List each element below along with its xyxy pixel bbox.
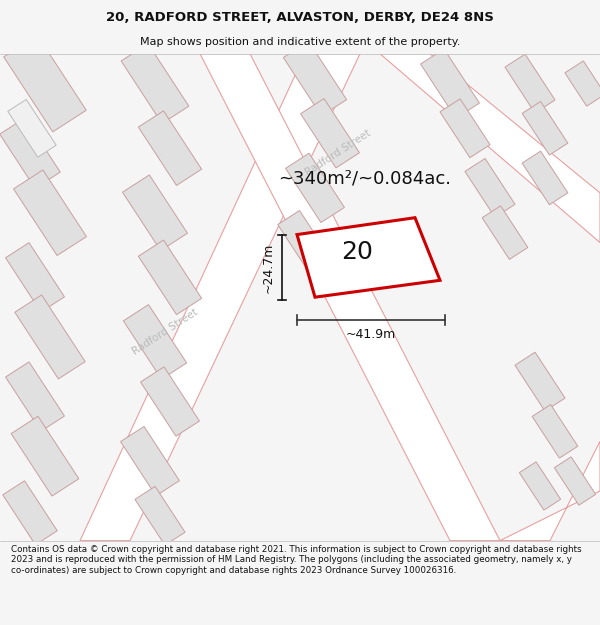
Polygon shape [4,35,86,132]
Polygon shape [515,352,565,411]
Polygon shape [122,175,187,251]
Text: ~41.9m: ~41.9m [346,328,396,341]
Polygon shape [15,295,85,379]
Text: Radford Street: Radford Street [304,128,373,178]
Polygon shape [522,151,568,205]
Polygon shape [200,54,500,541]
Text: Radford Street: Radford Street [130,307,200,357]
Polygon shape [520,462,560,510]
Text: ~340m²/~0.084ac.: ~340m²/~0.084ac. [278,170,452,188]
Polygon shape [135,486,185,545]
Text: Contains OS data © Crown copyright and database right 2021. This information is : Contains OS data © Crown copyright and d… [11,545,581,574]
Polygon shape [440,99,490,158]
Polygon shape [124,304,187,379]
Polygon shape [554,457,596,505]
Polygon shape [11,416,79,496]
Text: 20: 20 [341,241,373,264]
Polygon shape [3,481,57,545]
Polygon shape [283,41,347,116]
Polygon shape [121,426,179,496]
Polygon shape [139,240,202,314]
Polygon shape [5,242,64,312]
Polygon shape [139,111,202,186]
Polygon shape [522,101,568,155]
Polygon shape [5,362,64,431]
Polygon shape [121,44,189,124]
Polygon shape [565,61,600,106]
Polygon shape [505,54,555,113]
Polygon shape [286,153,344,222]
Polygon shape [140,367,199,436]
Polygon shape [482,206,528,259]
Polygon shape [8,99,56,157]
Polygon shape [380,54,600,243]
Polygon shape [14,170,86,256]
Polygon shape [301,99,359,168]
Polygon shape [80,54,360,541]
Polygon shape [465,159,515,218]
Polygon shape [532,404,578,458]
Text: Map shows position and indicative extent of the property.: Map shows position and indicative extent… [140,36,460,46]
Polygon shape [297,217,440,297]
Polygon shape [500,441,600,541]
Polygon shape [421,49,479,118]
Text: ~24.7m: ~24.7m [262,242,275,292]
Text: 20, RADFORD STREET, ALVASTON, DERBY, DE24 8NS: 20, RADFORD STREET, ALVASTON, DERBY, DE2… [106,11,494,24]
Polygon shape [0,118,60,188]
Polygon shape [278,211,332,274]
